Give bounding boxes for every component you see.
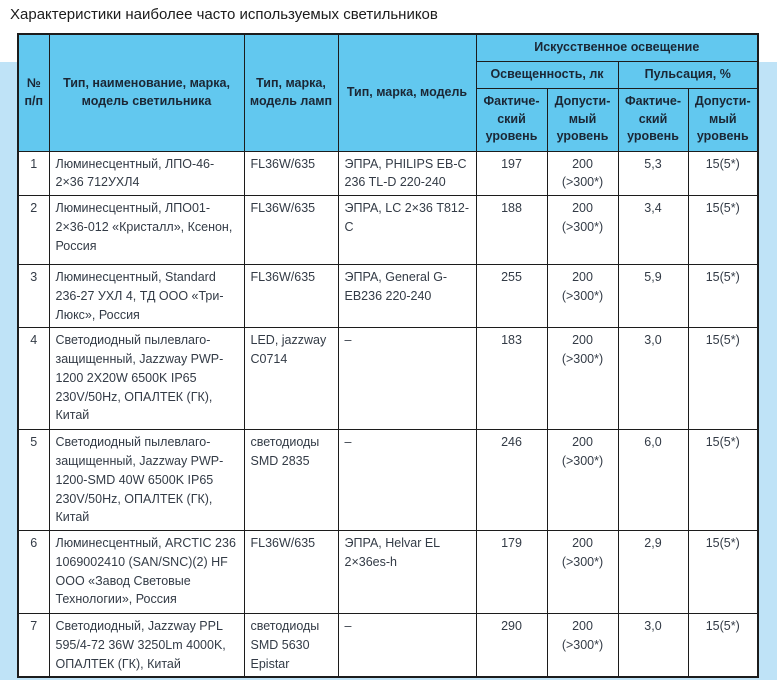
pulsation-allowed-cell: 15(5*) [687, 263, 759, 329]
ballast-model-cell: ЭПРА, LC 2×36 Т812-С [337, 195, 477, 265]
lux-allowed-cell: 200 (>300*) [546, 429, 619, 531]
ballast-model-cell: ЭПРА, Helvar EL 2×36es-h [337, 530, 477, 614]
lux-actual-cell: 197 [475, 150, 548, 196]
ballast-model-cell: – [337, 429, 477, 531]
col-header-lux-actual: Фактиче- ский уровень [475, 87, 548, 152]
lux-actual-cell: 246 [475, 429, 548, 531]
luminaires-table: № п/п Тип, наименование, марка, модель с… [17, 33, 760, 679]
row-number-cell: 7 [17, 613, 50, 678]
col-header-pulsation-allowed: Допусти- мый уровень [687, 87, 759, 152]
pulsation-allowed-cell: 15(5*) [687, 530, 759, 614]
pulsation-allowed-cell: 15(5*) [687, 327, 759, 431]
lamp-model-cell: FL36W/635 [243, 150, 339, 196]
lux-actual-cell: 183 [475, 327, 548, 431]
table-header: № п/п Тип, наименование, марка, модель с… [17, 33, 759, 152]
pulsation-actual-cell: 3,4 [617, 195, 689, 265]
lux-allowed-cell: 200 (>300*) [546, 195, 619, 265]
col-header-lux-allowed: Допусти- мый уровень [546, 87, 619, 152]
col-header-artificial-lighting: Искусственное освещение [475, 33, 759, 62]
pulsation-allowed-cell: 15(5*) [687, 150, 759, 196]
row-number-cell: 2 [17, 195, 50, 265]
ballast-model-cell: – [337, 327, 477, 431]
pulsation-actual-cell: 2,9 [617, 530, 689, 614]
header-row-group: № п/п Тип, наименование, марка, модель с… [17, 33, 759, 152]
ballast-model-cell: – [337, 613, 477, 678]
table-row: 2 Люминесцентный, ЛПО01-2×36-012 «Криста… [17, 195, 759, 265]
fixture-model-cell: Светодиодный пылевлаго-защищенный, Jazzw… [48, 327, 245, 431]
lamp-model-cell: FL36W/635 [243, 530, 339, 614]
pulsation-allowed-cell: 15(5*) [687, 429, 759, 531]
lamp-model-cell: LED, jazzway C0714 [243, 327, 339, 431]
fixture-model-cell: Люминесцентный, ARCTIC 236 1069002410 (S… [48, 530, 245, 614]
lamp-model-cell: светодиоды SMD 2835 [243, 429, 339, 531]
fixture-model-cell: Светодиодный, Jazzway PPL 595/4-72 36W 3… [48, 613, 245, 678]
pulsation-actual-cell: 3,0 [617, 613, 689, 678]
lux-allowed-cell: 200 (>300*) [546, 263, 619, 329]
col-header-lamp: Тип, марка, модель ламп [243, 33, 339, 152]
pulsation-actual-cell: 5,9 [617, 263, 689, 329]
table-row: 1 Люминесцентный, ЛПО-46-2×36 712УХЛ4 FL… [17, 150, 759, 196]
col-header-ballast: Тип, марка, модель [337, 33, 477, 152]
lux-allowed-cell: 200 (>300*) [546, 613, 619, 678]
table-row: 6 Люминесцентный, ARCTIC 236 1069002410 … [17, 530, 759, 614]
header-row-metrics: Освещенность, лк Пульсация, % [18, 60, 759, 89]
row-number-cell: 4 [17, 327, 50, 431]
lux-allowed-cell: 200 (>300*) [546, 327, 619, 431]
lamp-model-cell: FL36W/635 [243, 263, 339, 329]
lux-actual-cell: 255 [475, 263, 548, 329]
row-number-cell: 1 [17, 150, 50, 196]
lux-actual-cell: 179 [475, 530, 548, 614]
fixture-model-cell: Светодиодный пылевлаго-защищенный, Jazzw… [48, 429, 245, 531]
pulsation-allowed-cell: 15(5*) [687, 195, 759, 265]
lamp-model-cell: FL36W/635 [243, 195, 339, 265]
table-row: 5 Светодиодный пылевлаго-защищенный, Jaz… [17, 429, 759, 531]
ballast-model-cell: ЭПРА, General G-EB236 220-240 [337, 263, 477, 329]
col-header-pulsation-actual: Фактиче- ский уровень [617, 87, 689, 152]
fixture-model-cell: Люминесцентный, Standard 236-27 УХЛ 4, Т… [48, 263, 245, 329]
pulsation-allowed-cell: 15(5*) [687, 613, 759, 678]
page-title: Характеристики наиболее часто используем… [10, 6, 438, 23]
ballast-model-cell: ЭПРА, PHILIPS EB-C 236 TL-D 220-240 [337, 150, 477, 196]
table-row: 7 Светодиодный, Jazzway PPL 595/4-72 36W… [17, 613, 759, 678]
fixture-model-cell: Люминесцентный, ЛПО-46-2×36 712УХЛ4 [48, 150, 245, 196]
row-number-cell: 5 [17, 429, 50, 531]
lamp-model-cell: светодиоды SMD 5630 Epistar [243, 613, 339, 678]
col-header-num: № п/п [17, 33, 50, 152]
table-row: 3 Люминесцентный, Standard 236-27 УХЛ 4,… [17, 263, 759, 329]
pulsation-actual-cell: 3,0 [617, 327, 689, 431]
lux-allowed-cell: 200 (>300*) [546, 150, 619, 196]
table-body: 1 Люминесцентный, ЛПО-46-2×36 712УХЛ4 FL… [17, 150, 759, 678]
lux-actual-cell: 290 [475, 613, 548, 678]
lux-actual-cell: 188 [475, 195, 548, 265]
col-header-illuminance: Освещенность, лк [475, 60, 619, 89]
lux-allowed-cell: 200 (>300*) [546, 530, 619, 614]
header-row-levels: Фактиче- ский уровень Допусти- мый урове… [18, 87, 759, 152]
col-header-pulsation: Пульсация, % [617, 60, 759, 89]
row-number-cell: 3 [17, 263, 50, 329]
col-header-fixture: Тип, наименование, марка, модель светиль… [48, 33, 245, 152]
row-number-cell: 6 [17, 530, 50, 614]
pulsation-actual-cell: 6,0 [617, 429, 689, 531]
pulsation-actual-cell: 5,3 [617, 150, 689, 196]
table-row: 4 Светодиодный пылевлаго-защищенный, Jaz… [17, 327, 759, 431]
fixture-model-cell: Люминесцентный, ЛПО01-2×36-012 «Кристалл… [48, 195, 245, 265]
